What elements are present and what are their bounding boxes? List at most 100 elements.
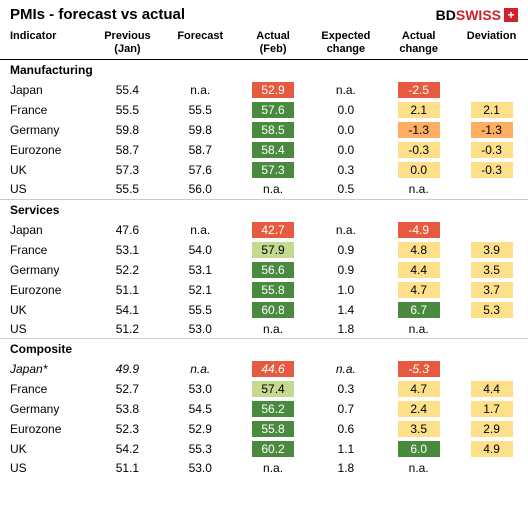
indicator-cell: Germany xyxy=(0,260,91,280)
data-cell: 59.8 xyxy=(91,120,164,140)
data-cell: 56.2 xyxy=(237,399,310,419)
header-expected-change: Expectedchange xyxy=(309,27,382,60)
colored-value: 1.7 xyxy=(471,401,513,417)
indicator-cell: France xyxy=(0,240,91,260)
colored-value: 4.7 xyxy=(398,282,440,298)
data-cell: 42.7 xyxy=(237,220,310,240)
colored-value: 57.9 xyxy=(252,242,294,258)
colored-value: 57.4 xyxy=(252,381,294,397)
colored-value: 57.3 xyxy=(252,162,294,178)
indicator-cell: France xyxy=(0,379,91,399)
data-cell: 2.9 xyxy=(455,419,528,439)
colored-value: -1.3 xyxy=(471,122,513,138)
data-cell: n.a. xyxy=(309,220,382,240)
header: PMIs - forecast vs actual BDSWISS xyxy=(0,0,528,27)
data-cell: 58.4 xyxy=(237,140,310,160)
header-actual-change: Actualchange xyxy=(382,27,455,60)
table-row: UK57.357.657.30.30.0-0.3 xyxy=(0,160,528,180)
data-cell: 56.6 xyxy=(237,260,310,280)
colored-value: 3.9 xyxy=(471,242,513,258)
data-cell: 0.0 xyxy=(309,120,382,140)
data-cell xyxy=(455,220,528,240)
data-cell: 53.0 xyxy=(164,320,237,338)
data-cell: -1.3 xyxy=(455,120,528,140)
data-cell: 57.6 xyxy=(164,160,237,180)
data-cell: 0.9 xyxy=(309,240,382,260)
section-header-row: Composite xyxy=(0,339,528,360)
colored-value: 4.7 xyxy=(398,381,440,397)
indicator-cell: UK xyxy=(0,300,91,320)
table-row: US55.556.0n.a.0.5n.a. xyxy=(0,180,528,198)
swiss-flag-icon xyxy=(504,8,518,22)
data-cell: 3.9 xyxy=(455,240,528,260)
data-cell: 52.1 xyxy=(164,280,237,300)
data-cell: 55.5 xyxy=(91,100,164,120)
indicator-cell: Germany xyxy=(0,399,91,419)
indicator-cell: Eurozone xyxy=(0,419,91,439)
indicator-cell: Germany xyxy=(0,120,91,140)
data-cell: n.a. xyxy=(164,359,237,379)
data-cell: 53.1 xyxy=(164,260,237,280)
data-cell: 54.1 xyxy=(91,300,164,320)
data-cell: n.a. xyxy=(382,459,455,477)
data-cell: 53.0 xyxy=(164,459,237,477)
data-cell xyxy=(455,180,528,198)
table-row: France52.753.057.40.34.74.4 xyxy=(0,379,528,399)
data-cell xyxy=(455,320,528,338)
data-cell: 53.1 xyxy=(91,240,164,260)
indicator-cell: Japan xyxy=(0,220,91,240)
table-row: Germany59.859.858.50.0-1.3-1.3 xyxy=(0,120,528,140)
logo-swiss-text: SWISS xyxy=(456,7,501,23)
data-cell: 57.9 xyxy=(237,240,310,260)
colored-value: -1.3 xyxy=(398,122,440,138)
data-cell: 52.2 xyxy=(91,260,164,280)
data-cell: 3.5 xyxy=(382,419,455,439)
data-cell: 58.5 xyxy=(237,120,310,140)
colored-value: 5.3 xyxy=(471,302,513,318)
colored-value: 2.1 xyxy=(471,102,513,118)
table-row: Japan*49.9n.a.44.6n.a.-5.3 xyxy=(0,359,528,379)
table-row: France53.154.057.90.94.83.9 xyxy=(0,240,528,260)
data-cell: 2.1 xyxy=(455,100,528,120)
colored-value: -0.3 xyxy=(398,142,440,158)
table-row: Germany52.253.156.60.94.43.5 xyxy=(0,260,528,280)
data-cell: 0.0 xyxy=(309,140,382,160)
indicator-cell: Eurozone xyxy=(0,280,91,300)
indicator-cell: UK xyxy=(0,160,91,180)
data-cell: n.a. xyxy=(309,80,382,100)
colored-value: 2.1 xyxy=(398,102,440,118)
data-cell: 0.0 xyxy=(309,100,382,120)
colored-value: 44.6 xyxy=(252,361,294,377)
header-forecast: Forecast xyxy=(164,27,237,60)
colored-value: 2.9 xyxy=(471,421,513,437)
colored-value: 60.2 xyxy=(252,441,294,457)
data-cell: 53.0 xyxy=(164,379,237,399)
colored-value: 3.7 xyxy=(471,282,513,298)
data-cell: 60.2 xyxy=(237,439,310,459)
data-cell: 6.7 xyxy=(382,300,455,320)
data-cell: 1.1 xyxy=(309,439,382,459)
chart-title: PMIs - forecast vs actual xyxy=(10,6,185,23)
pmi-data-table: Indicator Previous(Jan) Forecast Actual(… xyxy=(0,27,528,477)
data-cell: 55.8 xyxy=(237,280,310,300)
data-cell: -0.3 xyxy=(455,160,528,180)
colored-value: 52.9 xyxy=(252,82,294,98)
data-cell: 0.9 xyxy=(309,260,382,280)
indicator-cell: UK xyxy=(0,439,91,459)
colored-value: 42.7 xyxy=(252,222,294,238)
data-cell: 57.3 xyxy=(91,160,164,180)
data-cell: 51.1 xyxy=(91,280,164,300)
data-cell: 2.1 xyxy=(382,100,455,120)
data-cell: 54.5 xyxy=(164,399,237,419)
data-cell: 51.2 xyxy=(91,320,164,338)
data-cell: 55.8 xyxy=(237,419,310,439)
colored-value: 6.7 xyxy=(398,302,440,318)
header-deviation: Deviation xyxy=(455,27,528,60)
data-cell: n.a. xyxy=(382,180,455,198)
data-cell: 60.8 xyxy=(237,300,310,320)
data-cell: 1.4 xyxy=(309,300,382,320)
indicator-cell: US xyxy=(0,180,91,198)
colored-value: 60.8 xyxy=(252,302,294,318)
table-row: Eurozone58.758.758.40.0-0.3-0.3 xyxy=(0,140,528,160)
bdswiss-logo: BDSWISS xyxy=(436,7,518,23)
